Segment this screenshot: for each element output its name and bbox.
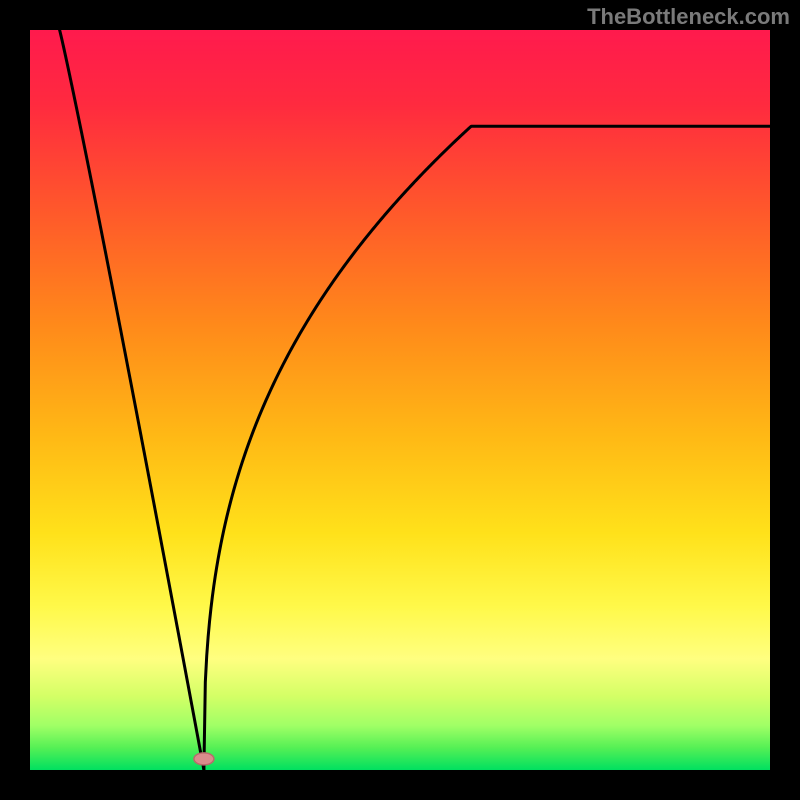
- chart-container: TheBottleneck.com: [0, 0, 800, 800]
- plot-svg: [30, 30, 770, 770]
- watermark-text: TheBottleneck.com: [587, 4, 790, 30]
- gradient-background: [30, 30, 770, 770]
- plot-area: [30, 30, 770, 770]
- minimum-marker: [194, 753, 214, 765]
